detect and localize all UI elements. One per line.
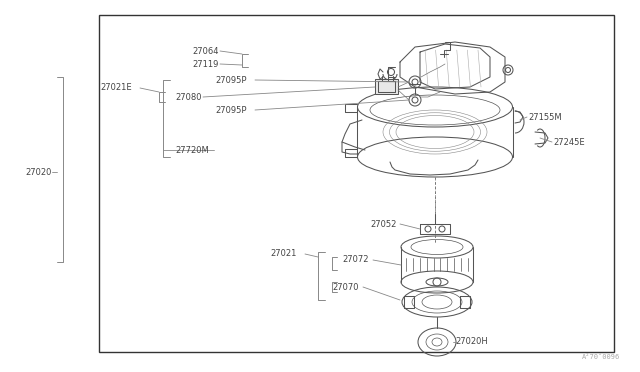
Text: 27020H: 27020H	[455, 337, 488, 346]
Text: 27119: 27119	[192, 60, 218, 68]
Text: 27245E: 27245E	[553, 138, 584, 147]
Text: 27155M: 27155M	[528, 112, 562, 122]
Text: 27021: 27021	[270, 250, 296, 259]
Text: 27021E: 27021E	[100, 83, 132, 92]
Text: 27095P: 27095P	[215, 76, 246, 84]
Text: 27072: 27072	[342, 256, 369, 264]
Text: 27052: 27052	[370, 219, 396, 228]
Text: A²70ˆ0096: A²70ˆ0096	[582, 354, 620, 360]
Text: 27070: 27070	[332, 282, 358, 292]
Text: 27095P: 27095P	[215, 106, 246, 115]
Bar	[99, 15, 614, 352]
Text: 27720M: 27720M	[175, 145, 209, 154]
Text: 27080: 27080	[175, 93, 202, 102]
Text: 27020: 27020	[25, 167, 51, 176]
Polygon shape	[375, 79, 398, 94]
Text: 27064: 27064	[192, 46, 218, 55]
